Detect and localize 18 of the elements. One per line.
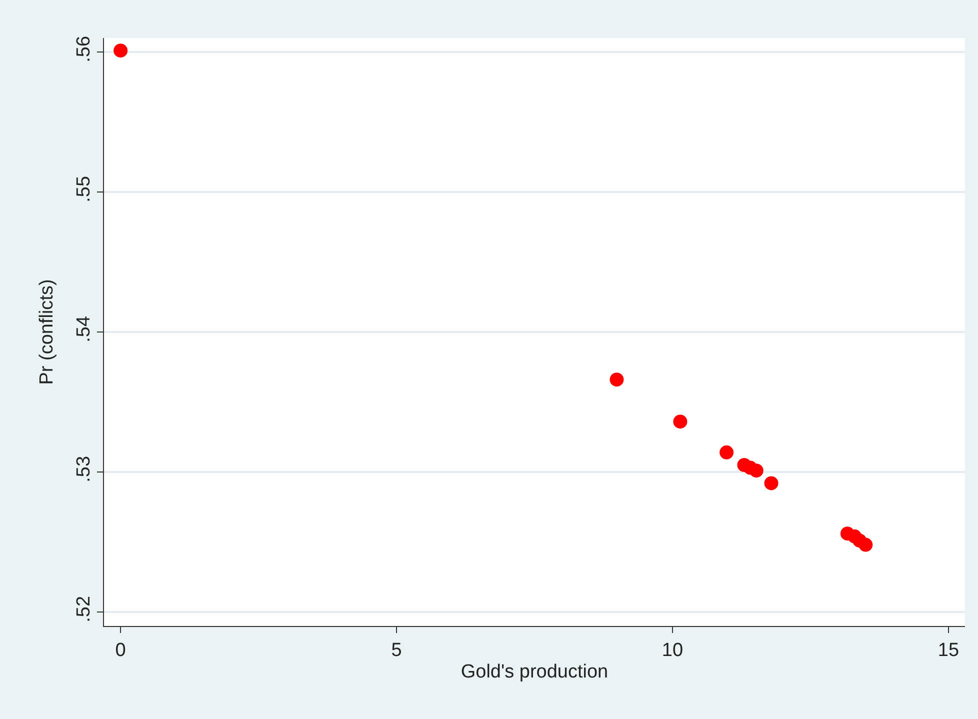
y-tick-label: .56	[73, 36, 94, 62]
point	[673, 414, 688, 429]
x-tick-label: 15	[938, 640, 960, 661]
point	[114, 44, 128, 58]
y-tick-label: .55	[73, 176, 94, 202]
y-tick-label: .52	[73, 596, 94, 622]
point	[749, 464, 764, 478]
x-tick-label: 0	[115, 640, 126, 661]
point	[610, 372, 624, 387]
y-axis-title: Pr (conflicts)	[36, 279, 58, 385]
x-tick-label: 5	[391, 640, 402, 661]
point	[720, 445, 734, 460]
point	[764, 476, 778, 490]
y-tick-label: .54	[73, 316, 94, 342]
x-tick-label: 10	[662, 640, 684, 661]
y-tick-label: .53	[73, 456, 94, 482]
x-axis-title: Gold's production	[460, 662, 608, 683]
point	[858, 538, 873, 552]
